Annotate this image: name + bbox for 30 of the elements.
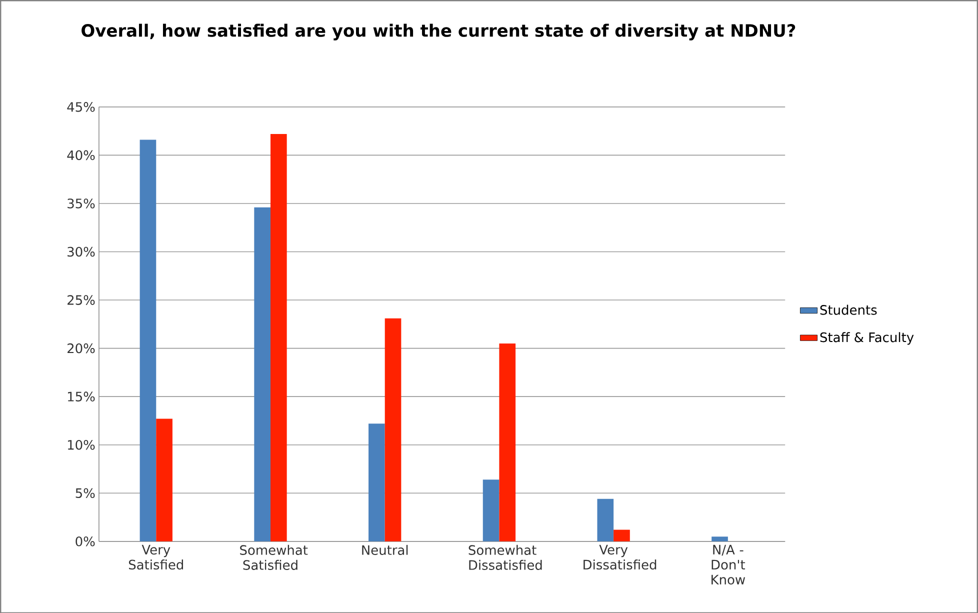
x-tick-label: Somewhat Dissatisfied	[468, 544, 542, 570]
y-tick-label: 35%	[68, 198, 95, 208]
bar	[614, 530, 630, 542]
bar	[270, 134, 287, 542]
x-tick-label: Very Dissatisfied	[584, 544, 656, 570]
legend-label: Students	[820, 304, 877, 315]
y-tick-label: 20%	[68, 343, 95, 353]
bar	[156, 418, 172, 542]
bar	[140, 140, 156, 542]
bar	[254, 207, 270, 542]
bar	[368, 423, 385, 542]
y-tick-label: 45%	[67, 102, 95, 112]
y-tick-label: 25%	[68, 294, 95, 305]
legend-label: Staff & Faculty	[820, 332, 914, 344]
x-tick-label: Neutral	[362, 544, 408, 555]
y-tick-label: 10%	[68, 440, 95, 450]
bar	[712, 536, 728, 542]
x-tick-label: Somewhat Satisfied	[240, 544, 308, 570]
y-tick-label: 5%	[76, 488, 95, 498]
y-tick-label: 30%	[68, 246, 95, 256]
x-tick-label: N/A - Don't Know	[712, 544, 746, 584]
y-tick-label: 0%	[76, 536, 95, 546]
x-tick-label: Very Satisfied	[128, 544, 183, 570]
bar	[597, 498, 614, 542]
bar	[482, 479, 500, 542]
y-tick-label: 40%	[67, 150, 95, 160]
bar	[384, 318, 402, 542]
chart-title: Overall, how satisfied are you with the current state of diversity at NDNU?	[82, 24, 796, 40]
bar	[499, 343, 516, 542]
y-tick-label: 15%	[68, 391, 95, 402]
